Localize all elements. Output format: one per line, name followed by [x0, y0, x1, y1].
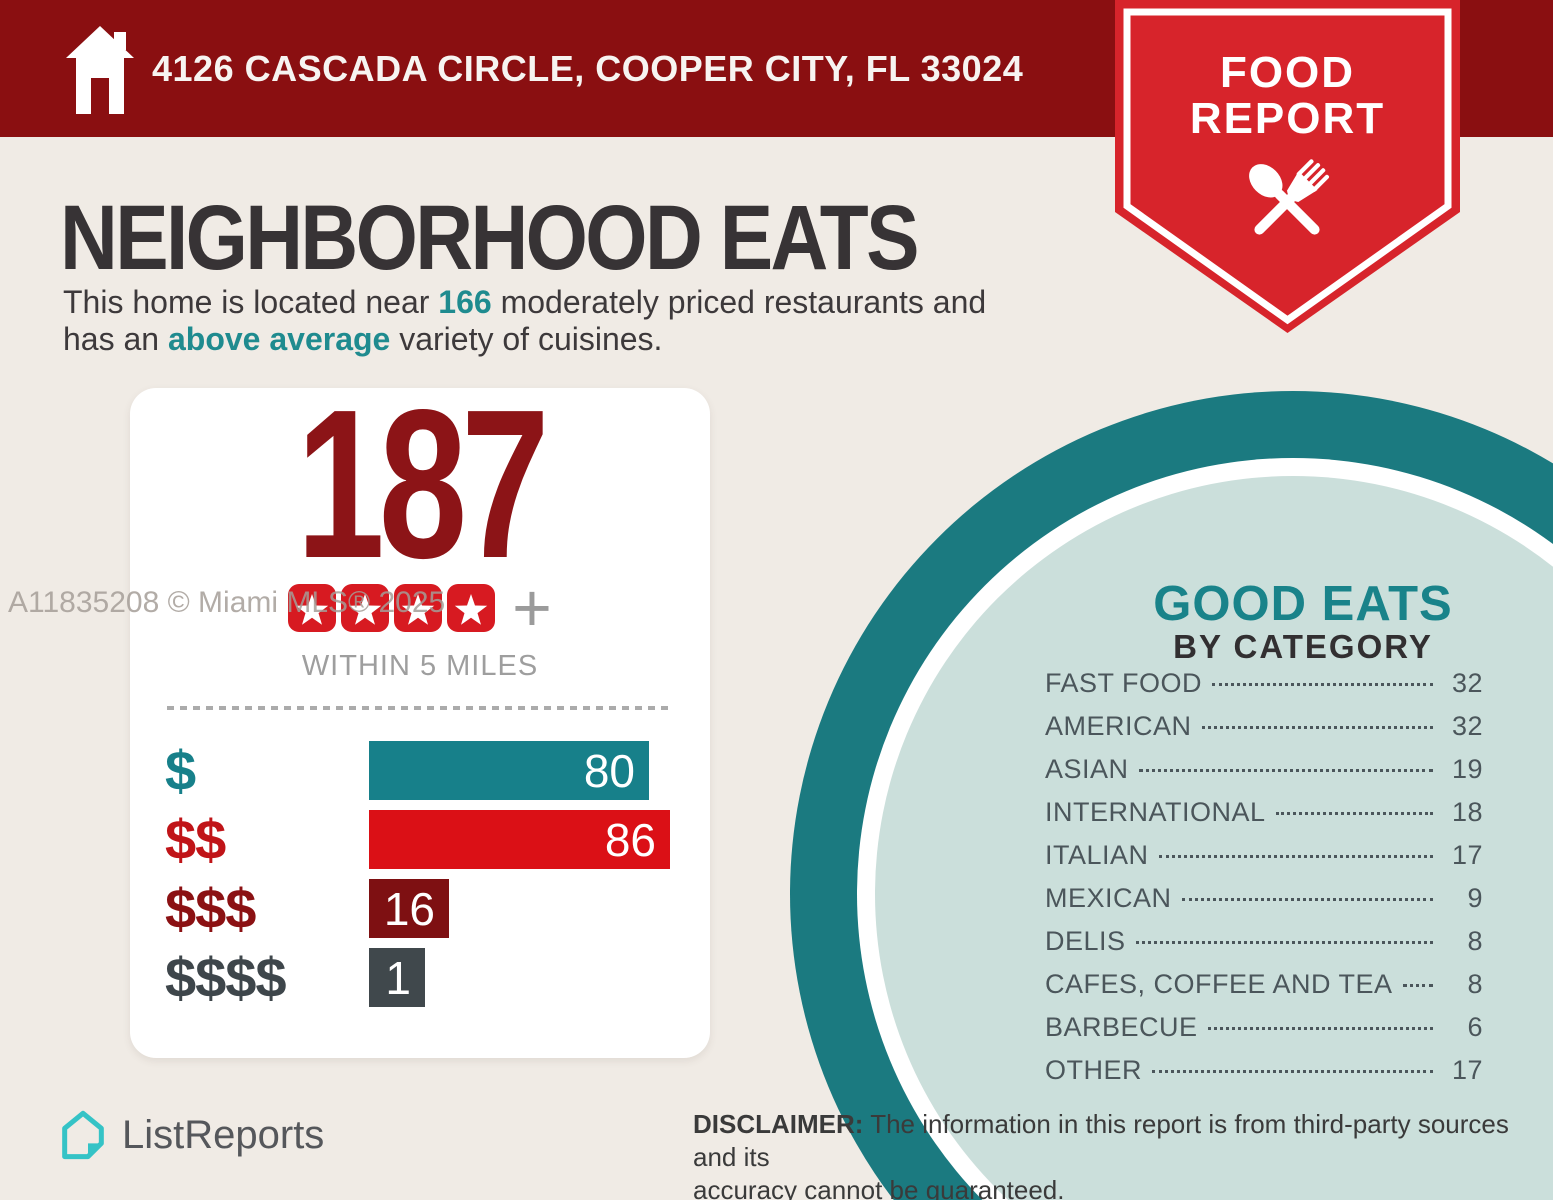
category-row: AMERICAN 32: [1045, 711, 1483, 754]
category-value: 19: [1451, 754, 1483, 784]
category-value: 9: [1467, 883, 1483, 913]
ribbon-title-line1: FOOD: [1219, 48, 1356, 97]
price-tier-label: $$$$: [165, 946, 287, 1009]
mls-watermark: A11835208 © Miami MLS® 2025: [8, 586, 446, 619]
dot-leader: [1181, 898, 1433, 901]
dashed-divider: [167, 706, 673, 710]
category-value: 32: [1451, 668, 1483, 698]
listreports-house-icon: [62, 1110, 104, 1160]
category-label: BARBECUE: [1045, 1012, 1198, 1042]
yelp-star-icon: [288, 584, 337, 632]
dot-leader: [1138, 769, 1433, 772]
category-label: CAFES, COFFEE AND TEA: [1045, 969, 1393, 999]
bar: 1: [369, 948, 425, 1007]
intro-text: This home is located near 166 moderately…: [63, 284, 986, 358]
food-report-ribbon: FOOD REPORT: [1115, 0, 1460, 340]
dot-leader: [1275, 812, 1433, 815]
dot-leader: [1201, 726, 1433, 729]
category-label: AMERICAN: [1045, 711, 1192, 741]
category-row: BARBECUE 6: [1045, 1012, 1483, 1055]
disclaimer-label: DISCLAIMER:: [693, 1109, 864, 1139]
dot-leader: [1152, 1070, 1433, 1073]
intro-line2-pre: has an: [63, 321, 168, 357]
good-eats-title: GOOD EATS: [1153, 577, 1453, 631]
dot-leader: [1402, 984, 1433, 987]
category-value: 6: [1467, 1012, 1483, 1042]
category-value: 8: [1467, 926, 1483, 956]
category-row: DELIS 8: [1045, 926, 1483, 969]
plus-sign: +: [512, 570, 552, 646]
price-tier-label: $$: [165, 808, 226, 871]
intro-line1-post: moderately priced restaurants and: [491, 284, 987, 320]
yelp-star-icon: [341, 584, 390, 632]
restaurant-count-card: 187 + WITHIN 5 MILES $ 80 $$: [130, 365, 710, 1058]
bar: 80: [369, 741, 649, 800]
price-tier-label: $: [165, 739, 196, 802]
page-title: NEIGHBORHOOD EATS: [60, 187, 919, 289]
dot-leader: [1158, 855, 1433, 858]
price-tier-label: $$$: [165, 877, 256, 940]
category-row: MEXICAN 9: [1045, 883, 1483, 926]
dot-leader: [1207, 1027, 1433, 1030]
disclaimer-text-line1: The information in this report is from t…: [693, 1109, 1509, 1172]
category-value: 32: [1451, 711, 1483, 741]
category-label: FAST FOOD: [1045, 668, 1203, 698]
category-row: OTHER 17: [1045, 1055, 1483, 1098]
category-row: CAFES, COFFEE AND TEA 8: [1045, 969, 1483, 1012]
bar-row: $$ 86: [165, 808, 688, 871]
bar-value: 86: [604, 813, 656, 866]
spoon-fork-icon: [1249, 159, 1330, 235]
dot-leader: [1212, 683, 1433, 686]
category-label: ITALIAN: [1045, 840, 1149, 870]
ribbon-banner-shape: [1115, 0, 1460, 333]
category-value: 17: [1451, 840, 1483, 870]
category-label: INTERNATIONAL: [1045, 797, 1266, 827]
disclaimer: DISCLAIMER: The information in this repo…: [693, 1108, 1533, 1200]
bar-row: $$$ 16: [165, 877, 688, 940]
category-row: FAST FOOD 32: [1045, 668, 1483, 711]
dot-leader: [1135, 941, 1433, 944]
bar: 86: [369, 810, 670, 869]
category-label: MEXICAN: [1045, 883, 1172, 913]
category-value: 18: [1451, 797, 1483, 827]
yelp-star-icon: [394, 584, 443, 632]
total-restaurants-number: 187: [296, 365, 549, 602]
category-value: 17: [1451, 1055, 1483, 1085]
intro-line2-post: variety of cuisines.: [390, 321, 663, 357]
bar: 16: [369, 879, 449, 938]
category-row: INTERNATIONAL 18: [1045, 797, 1483, 840]
category-label: DELIS: [1045, 926, 1126, 956]
bar-value: 16: [383, 882, 435, 935]
category-label: OTHER: [1045, 1055, 1142, 1085]
home-icon: [66, 26, 134, 114]
yelp-star-icon: [447, 584, 496, 632]
disclaimer-text-line2: accuracy cannot be guaranteed.: [693, 1175, 1065, 1200]
category-row: ITALIAN 17: [1045, 840, 1483, 883]
good-eats-subtitle: BY CATEGORY: [1173, 628, 1433, 665]
category-row: ASIAN 19: [1045, 754, 1483, 797]
bar-row: $ 80: [165, 739, 688, 802]
radius-label: WITHIN 5 MILES: [301, 650, 539, 682]
listreports-wordmark: ListReports: [122, 1112, 325, 1157]
intro-line1-pre: This home is located near: [63, 284, 439, 320]
category-list: FAST FOOD 32 AMERICAN 32 ASIAN 19 INTERNATI…: [1045, 668, 1483, 1098]
property-address: 4126 CASCADA CIRCLE, COOPER CITY, FL 330…: [152, 47, 1024, 89]
price-tier-bar-chart: $ 80 $$ 86 $$$ 16 $$$$ 1: [165, 739, 688, 1017]
ribbon-title-line2: REPORT: [1189, 94, 1386, 143]
restaurant-count-highlight: 166: [438, 284, 492, 320]
category-label: ASIAN: [1045, 754, 1129, 784]
bar-row: $$$$ 1: [165, 946, 688, 1009]
category-value: 8: [1467, 969, 1483, 999]
bar-value: 80: [583, 744, 635, 797]
bar-value: 1: [385, 951, 411, 1004]
variety-highlight: above average: [167, 321, 391, 357]
star-rating: +: [130, 570, 710, 646]
listreports-logo: ListReports: [58, 1108, 324, 1162]
